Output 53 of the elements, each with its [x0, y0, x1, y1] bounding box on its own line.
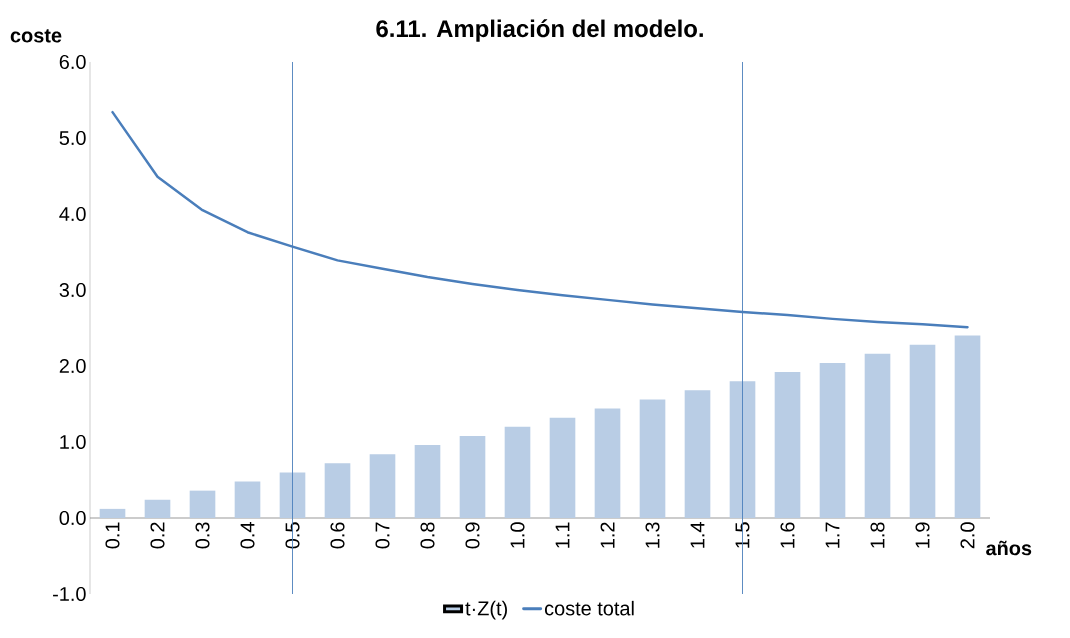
x-tick-label: 1.7 — [825, 522, 840, 548]
bar — [504, 426, 531, 518]
y-tick-label: 2.0 — [59, 358, 86, 374]
x-tick-label: 1.6 — [780, 522, 795, 548]
bar — [189, 490, 216, 518]
chart-title: 6.11. Ampliación del modelo. — [376, 19, 703, 42]
bar — [729, 381, 756, 518]
y-tick-label: 5.0 — [59, 130, 86, 146]
bar — [414, 445, 441, 518]
x-tick-label: 1.1 — [555, 522, 570, 548]
y-tick-label: -1.0 — [53, 586, 86, 602]
bar — [864, 353, 891, 518]
bar — [549, 417, 576, 518]
x-tick-label: 0.1 — [105, 522, 120, 549]
x-tick-label: 0.8 — [420, 522, 435, 549]
bar — [594, 408, 621, 518]
y-tick-label: 3.0 — [59, 282, 86, 298]
y-tick-label: 4.0 — [59, 206, 86, 222]
x-tick-label: 1.9 — [915, 522, 930, 548]
x-tick-label: 1.3 — [645, 522, 660, 548]
y-tick-label: 6.0 — [59, 54, 86, 70]
x-tick-label: 1.5 — [735, 522, 750, 548]
bar — [819, 362, 846, 518]
x-tick-label: 2.0 — [960, 522, 975, 549]
bar — [684, 390, 711, 518]
x-tick-label: 0.9 — [465, 522, 480, 549]
y-tick-label: 1.0 — [60, 434, 86, 450]
bar — [459, 435, 486, 518]
x-axis-title: años — [986, 540, 1032, 556]
x-tick-label: 1.0 — [510, 522, 525, 548]
x-tick-label: 1.4 — [690, 522, 705, 548]
x-tick-label: 1.8 — [870, 522, 885, 548]
x-tick-label: 0.3 — [195, 522, 210, 549]
y-tick-label: 0.0 — [59, 510, 86, 526]
bar — [954, 335, 981, 518]
x-tick-label: 0.6 — [330, 522, 345, 549]
x-tick-label: 0.5 — [285, 522, 300, 549]
bar — [639, 399, 666, 518]
bar — [234, 481, 261, 518]
x-tick-label: 0.7 — [375, 522, 390, 549]
x-tick-label: 0.4 — [240, 522, 255, 549]
bar — [774, 372, 801, 518]
legend-label: t·Z(t) — [465, 600, 507, 620]
bar — [144, 499, 171, 518]
bar — [369, 454, 396, 518]
y-axis-title: coste — [10, 29, 62, 43]
bar — [99, 508, 126, 518]
bar — [279, 472, 306, 518]
bar — [324, 463, 351, 518]
bar — [909, 344, 936, 518]
x-tick-label: 0.2 — [150, 522, 165, 549]
x-tick-label: 1.2 — [600, 522, 615, 548]
legend-label: coste total — [544, 600, 634, 616]
